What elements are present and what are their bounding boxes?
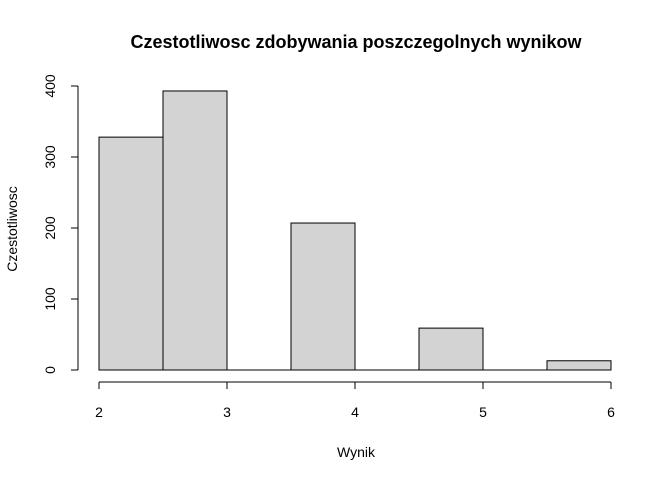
histogram-bar-5 bbox=[418, 327, 484, 371]
y-axis-label: Czestotliwosc bbox=[4, 186, 20, 272]
x-axis-label: Wynik bbox=[337, 444, 376, 460]
y-tick-label: 200 bbox=[42, 216, 58, 240]
x-tick-label: 3 bbox=[223, 404, 231, 420]
x-tick-label: 5 bbox=[479, 404, 487, 420]
y-tick-label: 0 bbox=[42, 366, 58, 374]
y-axis: 0 100 200 300 400 bbox=[42, 74, 79, 374]
y-tick-label: 400 bbox=[42, 74, 58, 98]
x-tick-label: 2 bbox=[95, 404, 103, 420]
bars-group bbox=[98, 90, 612, 371]
histogram-bar-7 bbox=[546, 360, 612, 371]
histogram-bar-0 bbox=[98, 136, 164, 371]
y-tick-label: 300 bbox=[42, 145, 58, 169]
x-axis: 2 3 4 5 6 bbox=[95, 381, 615, 420]
x-tick-label: 4 bbox=[351, 404, 359, 420]
chart-title: Czestotliwosc zdobywania poszczegolnych … bbox=[130, 32, 582, 52]
histogram-bar-3 bbox=[290, 222, 356, 371]
histogram-bar-1 bbox=[162, 90, 228, 371]
x-tick-label: 6 bbox=[607, 404, 615, 420]
y-tick-label: 100 bbox=[42, 287, 58, 311]
